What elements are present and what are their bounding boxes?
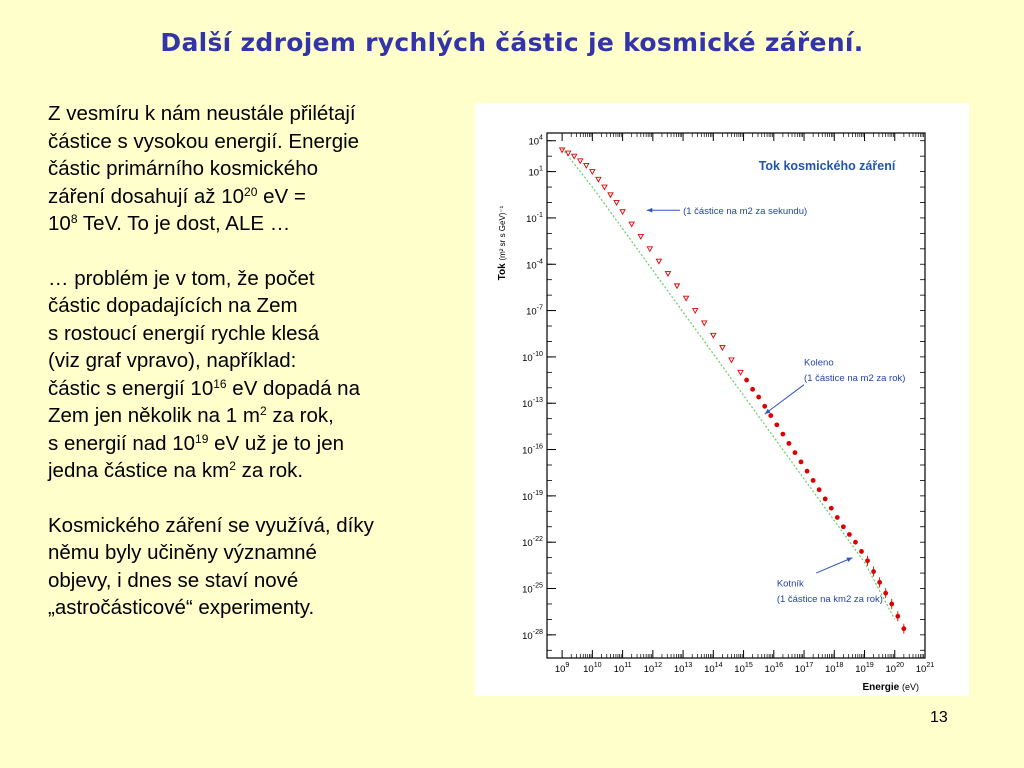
- data-point: [601, 184, 608, 191]
- chart-annotation: (1 částice na km2 za rok): [777, 594, 883, 605]
- y-tick-label: 10-10: [522, 350, 543, 364]
- data-point: [768, 413, 774, 418]
- chart-annotation: (1 částice na m2 za sekundu): [683, 206, 807, 217]
- y-tick-label: 10-19: [522, 489, 543, 503]
- superscript: 8: [70, 212, 78, 226]
- data-point: [558, 147, 566, 154]
- slide-title: Další zdrojem rychlých částic je kosmick…: [160, 28, 864, 57]
- data-point: [628, 221, 635, 228]
- data-point: [691, 308, 699, 315]
- data-point: [728, 357, 735, 364]
- y-tick-label: 10-16: [522, 443, 543, 457]
- data-point: [619, 209, 626, 216]
- data-point: [737, 369, 744, 376]
- y-tick-label: 10-1: [526, 211, 543, 225]
- x-tick-label: 1016: [765, 661, 784, 675]
- y-tick-label: 10-28: [522, 628, 543, 642]
- series-reference-line: [561, 148, 896, 620]
- data-point: [570, 153, 578, 160]
- data-point: [853, 539, 858, 545]
- x-tick-label: 1020: [886, 661, 905, 675]
- annotation-arrow-line: [815, 557, 853, 574]
- slide-number: 13: [930, 709, 948, 726]
- data-point: [834, 515, 840, 520]
- y-tick-label: 10-4: [526, 257, 543, 271]
- x-tick-label: 1011: [614, 661, 632, 675]
- superscript: 16: [213, 376, 227, 391]
- chart-annotation: (1 částice na m2 za rok): [804, 373, 905, 384]
- data-point: [756, 394, 762, 400]
- y-tick-label: 104: [528, 134, 543, 148]
- chart-annotation: Koleno: [804, 358, 834, 369]
- data-point: [700, 320, 708, 327]
- data-point: [583, 162, 590, 169]
- y-tick-label: 101: [528, 165, 543, 179]
- data-point: [744, 377, 749, 383]
- data-point: [816, 487, 822, 493]
- superscript: 20: [244, 184, 258, 199]
- data-point: [637, 234, 645, 240]
- x-tick-label: 109: [555, 661, 570, 675]
- data-point: [804, 468, 810, 474]
- superscript: 19: [195, 431, 209, 446]
- data-point: [762, 403, 768, 409]
- data-point: [847, 532, 852, 537]
- annotation-arrow-head: [646, 207, 653, 213]
- x-tick-label: 1018: [825, 661, 844, 675]
- superscript: 2: [229, 459, 236, 473]
- data-point: [655, 258, 663, 265]
- y-tick-label: 10-13: [522, 396, 543, 410]
- data-point: [774, 422, 780, 428]
- annotation-arrow-head: [846, 557, 853, 562]
- data-point: [710, 332, 717, 339]
- data-point: [792, 450, 798, 456]
- data-point: [859, 549, 864, 554]
- data-point: [840, 524, 846, 530]
- chart-panel: 109 1010 1011 1012 1013 1014 1015 1016 1017 1018 1…: [475, 103, 969, 696]
- data-point: [780, 431, 786, 437]
- chart-title: Tok kosmického záření: [759, 159, 896, 173]
- data-point: [664, 271, 672, 277]
- y-axis-label: Tok (m² sr s GeV)⁻¹: [497, 205, 508, 280]
- x-tick-label: 1014: [704, 661, 723, 675]
- annotation-arrow-line: [764, 384, 805, 415]
- data-point: [576, 158, 584, 165]
- data-point: [810, 478, 816, 483]
- data-point: [682, 295, 690, 302]
- x-tick-label: 1013: [674, 661, 693, 675]
- data-point: [564, 150, 572, 157]
- data-point: [607, 192, 614, 199]
- y-tick-label: 10-7: [526, 304, 543, 318]
- x-tick-label: 1010: [583, 661, 602, 675]
- data-point: [798, 459, 804, 465]
- cosmic-ray-flux-chart: 109 1010 1011 1012 1013 1014 1015 1016 1017 1018 1…: [497, 132, 935, 693]
- plot-frame: [546, 132, 926, 659]
- paragraph-3: Kosmického záření se využívá, díky němu b…: [48, 513, 374, 620]
- chart-annotation: Kotník: [777, 578, 804, 589]
- body-text: Z vesmíru k nám neustále přilétají částic…: [48, 100, 468, 649]
- paragraph-1: Z vesmíru k nám neustále přilétají částic…: [48, 102, 360, 235]
- x-tick-label: 1017: [795, 661, 814, 675]
- data-point: [673, 283, 681, 290]
- data-point: [786, 440, 792, 446]
- data-point: [613, 200, 620, 206]
- data-point: [719, 345, 726, 352]
- data-point: [750, 386, 756, 392]
- x-tick-label: 1015: [734, 661, 753, 675]
- x-axis-label: Energie (eV): [863, 682, 919, 693]
- x-tick-label: 1012: [644, 661, 663, 675]
- data-point: [589, 169, 596, 176]
- data-point: [646, 246, 654, 253]
- superscript: 2: [259, 404, 267, 418]
- y-tick-label: 10-22: [522, 535, 543, 549]
- annotation-arrow-head: [764, 408, 771, 415]
- x-tick-label: 1019: [855, 661, 874, 675]
- paragraph-2: … problém je v tom, že počet částic dopad…: [48, 266, 360, 483]
- y-tick-label: 10-25: [522, 582, 543, 596]
- data-point: [822, 496, 828, 502]
- data-point: [828, 505, 834, 511]
- data-point: [595, 176, 602, 183]
- x-tick-label: 1021: [916, 661, 935, 675]
